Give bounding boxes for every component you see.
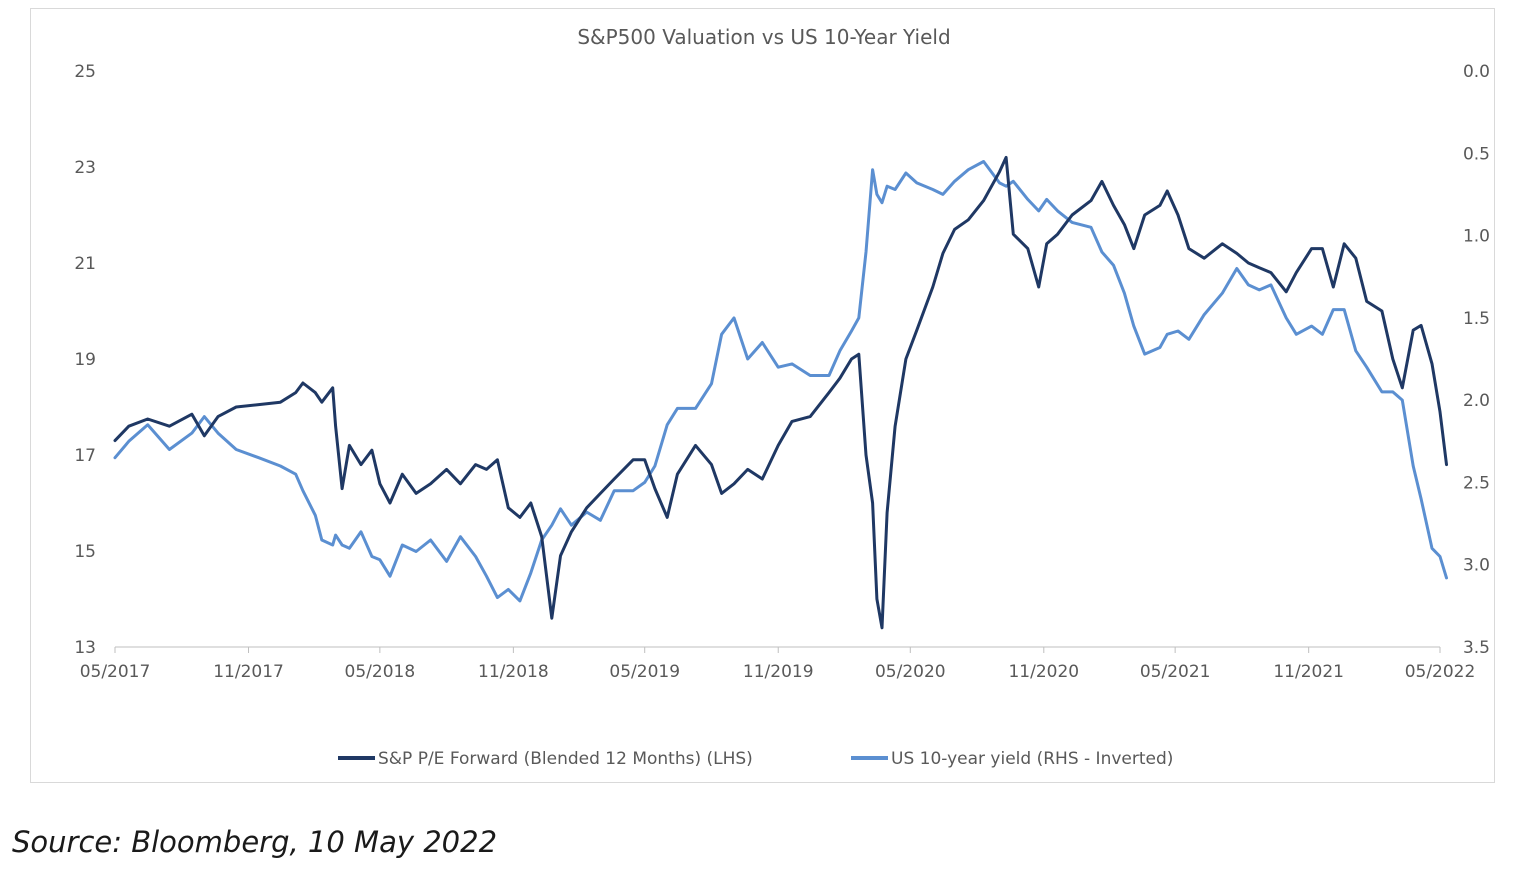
y-right-tick-label: 2.0 [1463, 391, 1490, 411]
y-right-tick-label: 0.0 [1463, 62, 1490, 82]
chart-frame: S&P500 Valuation vs US 10-Year Yield 05/… [30, 8, 1495, 783]
y-left-tick-label: 25 [74, 62, 96, 82]
legend-label-pe: S&P P/E Forward (Blended 12 Months) (LHS… [378, 749, 753, 769]
x-tick-label: 05/2019 [609, 662, 680, 682]
x-tick-label: 05/2022 [1405, 662, 1476, 682]
series-line-pe-forward [113, 155, 1448, 630]
series-layer [113, 155, 1448, 630]
x-tick-label: 11/2020 [1008, 662, 1079, 682]
x-tick-label: 05/2018 [345, 662, 416, 682]
y-right-tick-label: 0.5 [1463, 144, 1490, 164]
x-tick-label: 11/2021 [1273, 662, 1344, 682]
x-tick-label: 05/2017 [80, 662, 151, 682]
series-line-us10y-yield [113, 160, 1448, 603]
x-axis-ticks: 05/2017 11/2017 05/2018 11/2018 05/2019 11/20… [80, 647, 1476, 682]
legend: S&P P/E Forward (Blended 12 Months) (LHS… [338, 749, 1173, 769]
chart-svg: S&P500 Valuation vs US 10-Year Yield 05/… [74, 25, 1490, 769]
legend-label-yield: US 10-year yield (RHS - Inverted) [891, 749, 1173, 769]
y-left-tick-label: 17 [74, 446, 96, 466]
x-tick-label: 05/2021 [1140, 662, 1211, 682]
x-tick-label: 11/2018 [478, 662, 549, 682]
y-axis-left-ticks: 13 15 17 19 21 23 25 [74, 62, 96, 658]
x-tick-label: 11/2019 [743, 662, 814, 682]
y-left-tick-label: 13 [74, 638, 96, 658]
x-tick-label: 05/2020 [875, 662, 946, 682]
y-right-tick-label: 1.0 [1463, 227, 1490, 247]
source-note: Source: Bloomberg, 10 May 2022 [12, 825, 498, 859]
y-right-tick-label: 3.0 [1463, 556, 1490, 576]
y-right-tick-label: 2.5 [1463, 473, 1490, 493]
y-right-tick-label: 3.5 [1463, 638, 1490, 658]
chart-title: S&P500 Valuation vs US 10-Year Yield [577, 25, 950, 49]
y-left-tick-label: 15 [74, 542, 96, 562]
y-left-tick-label: 23 [74, 158, 96, 178]
y-right-tick-label: 1.5 [1463, 309, 1490, 329]
y-left-tick-label: 21 [74, 254, 96, 274]
y-left-tick-label: 19 [74, 350, 96, 370]
x-tick-label: 11/2017 [213, 662, 284, 682]
y-axis-right-ticks: 0.0 0.5 1.0 1.5 2.0 2.5 3.0 3.5 [1463, 62, 1490, 658]
